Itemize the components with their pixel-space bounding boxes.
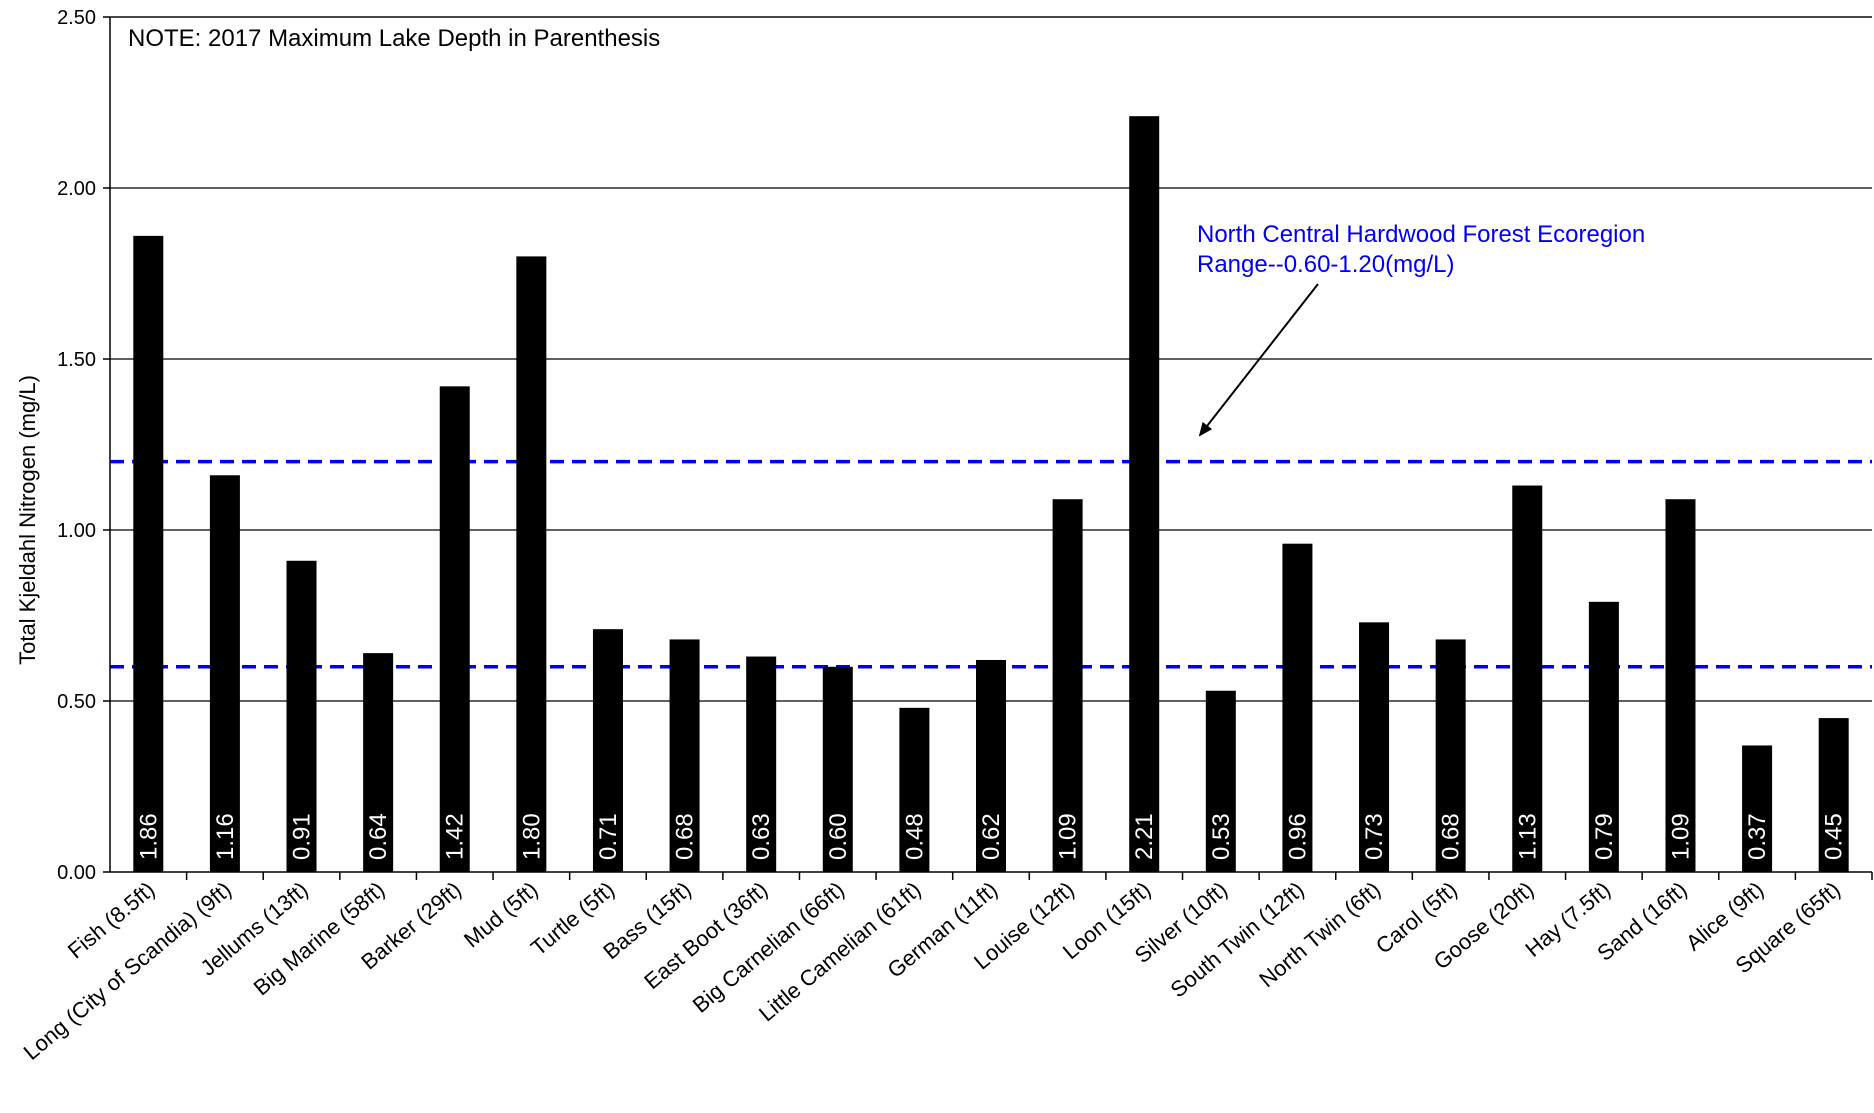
bar-value-label: 1.13 [1514,813,1541,860]
bar [516,256,547,872]
bar [976,659,1006,872]
bar-value-label: 0.73 [1361,813,1388,860]
y-tick-label: 0.00 [57,862,96,884]
bar [822,666,853,872]
chart-note: NOTE: 2017 Maximum Lake Depth in Parenth… [128,25,660,52]
bar-value-label: 0.71 [595,813,622,860]
bar [592,629,623,872]
y-tick-label: 1.50 [57,349,96,371]
y-tick-label: 2.50 [57,7,96,29]
y-axis-label: Total Kjeldahl Nitrogen (mg/L) [15,375,40,665]
bar-value-label: 0.68 [672,813,699,860]
bar-value-label: 1.09 [1667,813,1694,860]
bar-value-label: 0.62 [978,813,1005,860]
bar-value-label: 2.21 [1131,813,1158,860]
bar-value-label: 0.48 [901,813,928,860]
y-tick-label: 2.00 [57,178,96,200]
bar [1818,718,1849,872]
bar [1742,745,1773,872]
bar-value-label: 1.80 [518,813,545,860]
category-label: Big Marine (58ft) [249,877,390,1001]
bar [1282,543,1313,872]
bar [899,707,930,872]
bar-value-label: 1.09 [1055,813,1082,860]
bar [746,656,777,872]
bar [209,475,240,872]
bar [1588,601,1619,872]
bar-value-label: 0.37 [1744,813,1771,860]
bar-value-label: 1.86 [135,813,162,860]
bar-value-label: 0.91 [289,813,316,860]
bar-value-label: 0.68 [1438,813,1465,860]
category-label: South Twin (12ft) [1165,877,1308,1003]
bar [1205,690,1236,872]
reference-range-label-line1: North Central Hardwood Forest Ecoregion [1197,221,1645,248]
bar-value-label: 0.79 [1591,813,1618,860]
bar-value-label: 0.45 [1821,813,1848,860]
bar [1665,499,1696,872]
bar [1052,499,1083,872]
bar [669,639,700,872]
bar-value-label: 0.64 [365,813,392,860]
bar-value-label: 0.60 [825,813,852,860]
bar-value-label: 1.16 [212,813,239,860]
bar [1435,639,1466,872]
bar [363,653,394,872]
bar [133,235,164,872]
bar-value-label: 1.42 [442,813,469,860]
bar [1359,622,1390,872]
bar [439,386,470,872]
y-tick-label: 1.00 [57,520,96,542]
bar [1512,485,1543,872]
bar [1129,116,1160,873]
reference-arrow [1198,283,1319,437]
bar-value-label: 0.96 [1284,813,1311,860]
y-tick-label: 0.50 [57,691,96,713]
reference-range-label-line2: Range--0.60-1.20(mg/L) [1197,251,1454,278]
bar-value-label: 0.53 [1208,813,1235,860]
bar [286,560,317,872]
bar-value-label: 0.63 [748,813,775,860]
